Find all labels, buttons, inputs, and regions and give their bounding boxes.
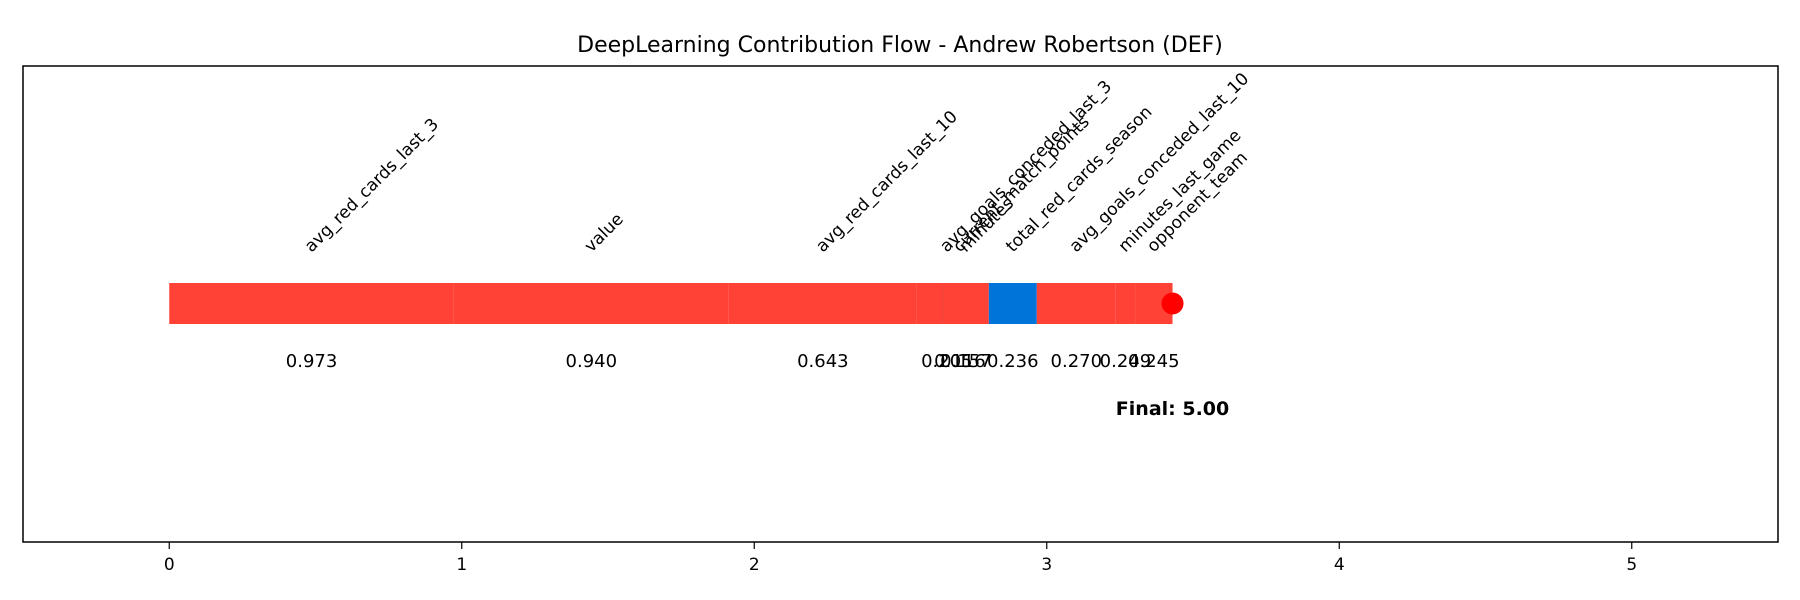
value-label-minutes-last-game: 0.249	[1100, 351, 1152, 372]
plot-frame	[22, 65, 1779, 543]
value-label-minutes: 0.157	[940, 351, 992, 372]
chart-title: DeepLearning Contribution Flow - Andrew …	[577, 33, 1223, 58]
value-label-avg-red-cards-last-10: 0.643	[797, 351, 849, 372]
bar-segment-minutes-last-game	[1115, 283, 1136, 324]
value-label-current-match-points: 0.116	[934, 351, 986, 372]
value-label-avg-goals-conceded-last-3: 0.205	[921, 351, 973, 372]
feature-label-value: value	[581, 210, 628, 257]
feature-label-avg-red-cards-last-10: avg_red_cards_last_10	[812, 107, 962, 257]
final-label: Final: 5.00	[1116, 398, 1229, 420]
bar-segment-minutes	[942, 283, 989, 324]
x-tick-label: 1	[456, 555, 467, 575]
value-label-avg-goals-conceded-last-10: 0.270	[1051, 351, 1103, 372]
feature-label-avg-red-cards-last-3: avg_red_cards_last_3	[301, 115, 443, 257]
value-label-avg-red-cards-last-3: 0.973	[286, 351, 338, 372]
value-label-opponent-team: 0.245	[1128, 351, 1180, 372]
x-tick-label: 4	[1334, 555, 1345, 575]
value-label-value: 0.940	[566, 351, 618, 372]
x-tick-label: 3	[1041, 555, 1052, 575]
x-tick-label: 2	[749, 555, 760, 575]
final-marker	[1161, 292, 1184, 315]
x-axis-ticks: 0 1 2 3 4 5	[164, 542, 1637, 575]
bar-segment-total-red-cards-season	[988, 283, 1037, 324]
contribution-bars	[169, 283, 1173, 324]
bar-segment-avg-red-cards-last-3	[169, 283, 454, 324]
bar-segment-avg-red-cards-last-10	[728, 283, 917, 324]
x-tick-label: 5	[1626, 555, 1637, 575]
bar-segment-avg-goals-conceded-last-10	[1036, 283, 1116, 324]
value-label-total-red-cards-season: 0.236	[987, 351, 1039, 372]
bar-segment-value	[453, 283, 729, 324]
x-tick-label: 0	[164, 555, 175, 575]
